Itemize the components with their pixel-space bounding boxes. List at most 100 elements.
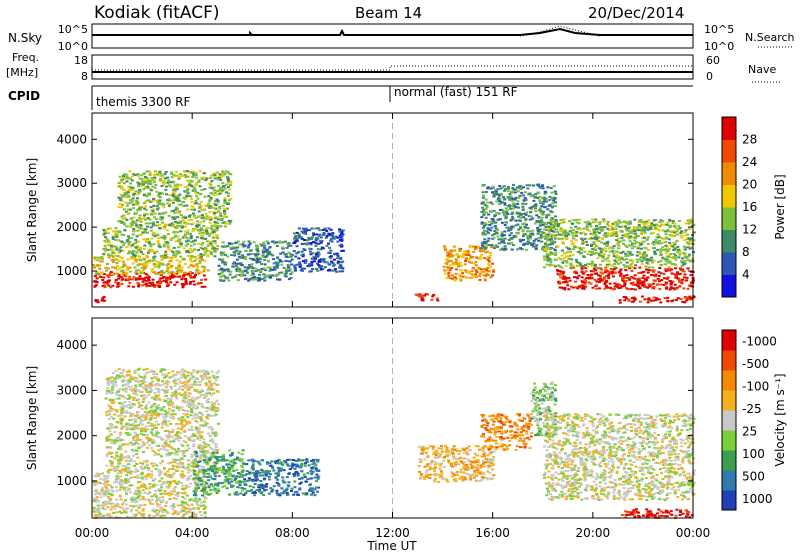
data-cell [213, 250, 217, 253]
data-cell [455, 263, 459, 265]
data-cell [125, 474, 129, 477]
nsky-tick-high: 10^5 [58, 23, 88, 36]
data-cell [171, 195, 175, 198]
data-cell [263, 276, 267, 279]
data-cell [671, 280, 675, 283]
data-cell [124, 479, 128, 482]
data-cell [656, 228, 660, 231]
data-cell [479, 271, 483, 274]
data-cell [459, 277, 463, 280]
data-cell [531, 217, 535, 220]
data-cell [109, 271, 113, 274]
data-cell [566, 231, 570, 234]
data-cell [175, 462, 179, 465]
data-cell [494, 244, 498, 247]
data-cell [134, 261, 138, 263]
data-cell [508, 198, 512, 201]
data-cell [549, 253, 553, 255]
data-cell [195, 263, 199, 266]
data-cell [564, 265, 568, 267]
data-cell [503, 224, 507, 226]
data-cell [167, 179, 171, 182]
data-cell [486, 266, 489, 269]
data-cell [597, 226, 601, 229]
data-cell [114, 279, 118, 281]
data-cell [547, 221, 550, 224]
data-cell [516, 190, 520, 193]
data-cell [137, 476, 141, 479]
colorbar-swatch [722, 252, 736, 275]
data-cell [546, 259, 550, 262]
data-cell [186, 243, 190, 245]
data-cell [487, 263, 491, 266]
data-cell [176, 447, 180, 450]
data-cell [192, 471, 196, 474]
data-cell [614, 267, 618, 270]
data-cell [182, 196, 186, 199]
data-cell [99, 496, 103, 499]
data-cell [451, 274, 454, 277]
data-cell [144, 276, 148, 279]
data-cell [126, 266, 129, 268]
data-cell [244, 256, 248, 259]
data-cell [154, 495, 158, 498]
data-cell [216, 178, 220, 181]
data-cell [121, 217, 125, 220]
data-cell [242, 240, 246, 243]
data-cell [544, 235, 548, 238]
data-cell [176, 231, 180, 234]
data-cell [310, 264, 314, 267]
data-cell [618, 225, 622, 228]
data-cell [155, 250, 159, 253]
data-cell [221, 253, 224, 256]
data-cell [645, 238, 649, 241]
data-cell [317, 260, 321, 263]
data-cell [201, 229, 205, 232]
data-cell [237, 262, 241, 265]
data-cell [619, 251, 623, 254]
data-cell [236, 266, 240, 269]
data-cell [216, 200, 220, 203]
data-cell [542, 266, 546, 269]
data-cell [503, 245, 507, 248]
data-cell [224, 222, 228, 225]
data-cell [484, 216, 488, 219]
data-cell [667, 224, 671, 227]
data-cell [167, 278, 171, 281]
data-cell [150, 498, 154, 501]
data-cell [210, 180, 214, 182]
data-cell [498, 197, 502, 200]
data-cell [538, 200, 542, 203]
data-cell [520, 248, 524, 251]
data-cell [491, 274, 495, 277]
colorbar-frame [721, 116, 737, 298]
data-cell [456, 265, 460, 268]
data-cell [104, 247, 107, 250]
data-cell [542, 210, 546, 213]
data-cell [193, 259, 197, 262]
data-cell [180, 282, 184, 285]
data-cell [192, 434, 195, 437]
data-cell [143, 258, 146, 261]
data-cell [627, 298, 631, 301]
data-cell [314, 253, 318, 256]
data-cell [197, 229, 201, 232]
data-cell [168, 474, 171, 477]
data-cell [611, 288, 615, 291]
data-cell [664, 281, 668, 284]
data-cell [171, 507, 175, 510]
data-cell [239, 262, 243, 265]
data-cell [514, 206, 518, 209]
data-cell [495, 232, 499, 235]
data-cell [153, 508, 157, 511]
data-cell [295, 252, 299, 255]
data-cell [638, 266, 642, 269]
data-cell [581, 265, 585, 268]
data-cell [506, 185, 510, 188]
data-cell [94, 489, 98, 492]
data-cell [683, 231, 686, 234]
data-cell [534, 248, 538, 251]
data-cell [158, 503, 162, 506]
data-cell [678, 251, 682, 254]
